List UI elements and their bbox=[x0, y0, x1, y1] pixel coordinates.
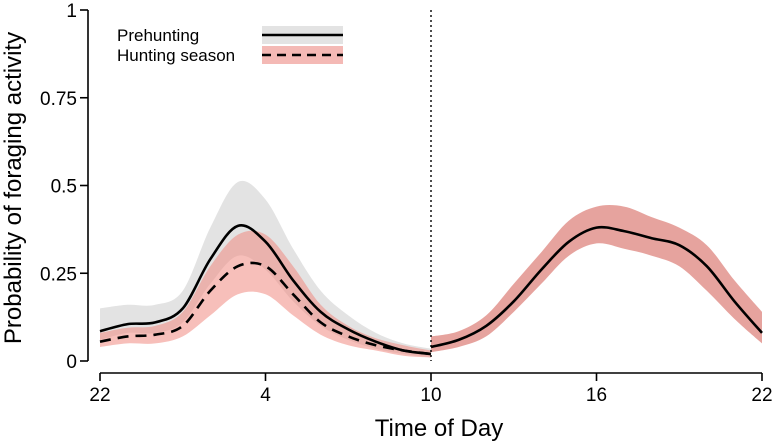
y-tick-label: 1 bbox=[66, 1, 77, 22]
x-tick-label: 22 bbox=[89, 385, 110, 406]
x-axis-title: Time of Day bbox=[375, 415, 503, 442]
legend-label-prehunting: Prehunting bbox=[117, 26, 199, 45]
x-tick-label: 16 bbox=[586, 385, 607, 406]
confidence-bands bbox=[100, 180, 762, 358]
y-tick-label: 0.25 bbox=[40, 264, 77, 285]
y-axis-title: Probability of foraging activity bbox=[0, 32, 27, 344]
y-tick-label: 0.75 bbox=[40, 89, 77, 110]
legend-label-hunting: Hunting season bbox=[117, 46, 235, 65]
x-tick-label: 4 bbox=[260, 385, 271, 406]
line-prehunting bbox=[99, 224, 432, 356]
y-axis-ticks: 0 0.25 0.5 0.75 1 bbox=[40, 1, 88, 373]
band-combined bbox=[431, 205, 762, 353]
band-hunting-season bbox=[100, 230, 431, 358]
x-tick-label: 10 bbox=[420, 385, 441, 406]
y-tick-label: 0 bbox=[66, 352, 77, 373]
line-hunting-season bbox=[99, 261, 432, 356]
legend: Prehunting Hunting season bbox=[117, 26, 343, 65]
y-tick-label: 0.5 bbox=[51, 177, 77, 198]
x-axis-ticks: 22 4 10 16 22 bbox=[89, 373, 773, 406]
legend-swatch-hunting-band bbox=[262, 46, 343, 64]
series-lines bbox=[99, 224, 763, 356]
line-combined bbox=[430, 225, 763, 349]
x-tick-label: 22 bbox=[751, 385, 772, 406]
